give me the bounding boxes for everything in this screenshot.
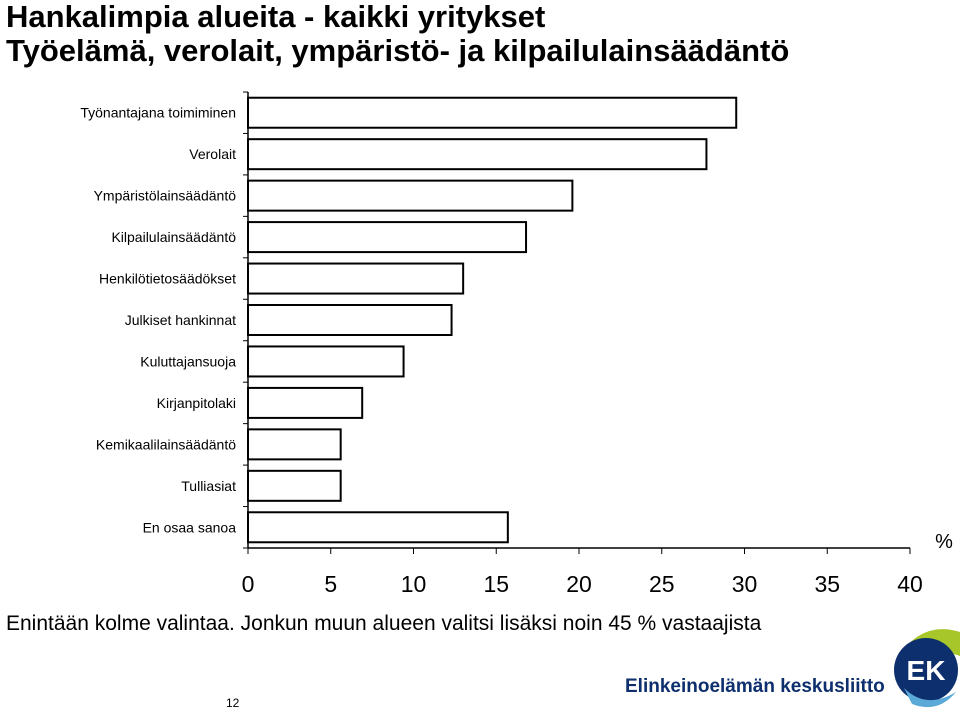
- bar-10: [247, 469, 342, 502]
- x-axis-label: %: [935, 531, 953, 553]
- page-title: Hankalimpia alueita - kaikki yritykset: [6, 0, 546, 34]
- bar-9: [247, 428, 342, 461]
- x-tick-label: 15: [483, 571, 509, 597]
- category-label: Verolait: [189, 146, 236, 162]
- x-tick-label: 25: [649, 571, 675, 597]
- category-label: Ympäristölainsäädäntö: [94, 188, 237, 204]
- category-label: Tulliasiat: [181, 478, 236, 494]
- organization-logo: EK Elinkeinoelämän keskusliitto: [622, 626, 960, 710]
- bar-5: [247, 262, 465, 295]
- organization-name: Elinkeinoelämän keskusliitto: [625, 676, 885, 697]
- category-label: Työnantajana toimiminen: [80, 105, 236, 121]
- ek-logo-icon: EK: [894, 629, 960, 708]
- page-number: 12: [226, 696, 240, 710]
- bar-7: [247, 345, 405, 378]
- bar-11: [247, 511, 509, 544]
- x-tick-label: 5: [324, 571, 337, 597]
- bar-6: [247, 304, 453, 336]
- page-subtitle: Työelämä, verolait, ympäristö- ja kilpai…: [6, 33, 790, 68]
- category-label: Kirjanpitolaki: [157, 395, 236, 411]
- bar-8: [247, 386, 364, 419]
- category-label: En osaa sanoa: [143, 519, 237, 535]
- category-label: Henkilötietosäädökset: [99, 271, 236, 287]
- category-label: Kuluttajansuoja: [140, 353, 236, 369]
- x-tick-label: 40: [897, 571, 923, 597]
- bar-3: [247, 179, 574, 212]
- category-label: Kilpailulainsäädäntö: [111, 229, 236, 245]
- x-tick-label: 10: [401, 571, 427, 597]
- category-label: Julkiset hankinnat: [125, 312, 236, 328]
- category-label: Kemikaalilainsäädäntö: [96, 436, 236, 452]
- x-tick-label: 20: [566, 571, 592, 597]
- x-tick-label: 30: [732, 571, 758, 597]
- chart-note: Enintään kolme valintaa. Jonkun muun alu…: [6, 612, 762, 635]
- x-tick-label: 0: [242, 571, 255, 597]
- bar-chart: Työnantajana toimiminen Verolait Ympäristö…: [80, 91, 953, 597]
- bar-2: [247, 138, 708, 171]
- x-tick-label: 35: [814, 571, 840, 597]
- bar-1: [247, 96, 738, 129]
- ek-logo-mark: EK: [907, 655, 946, 686]
- bar-4: [247, 221, 528, 254]
